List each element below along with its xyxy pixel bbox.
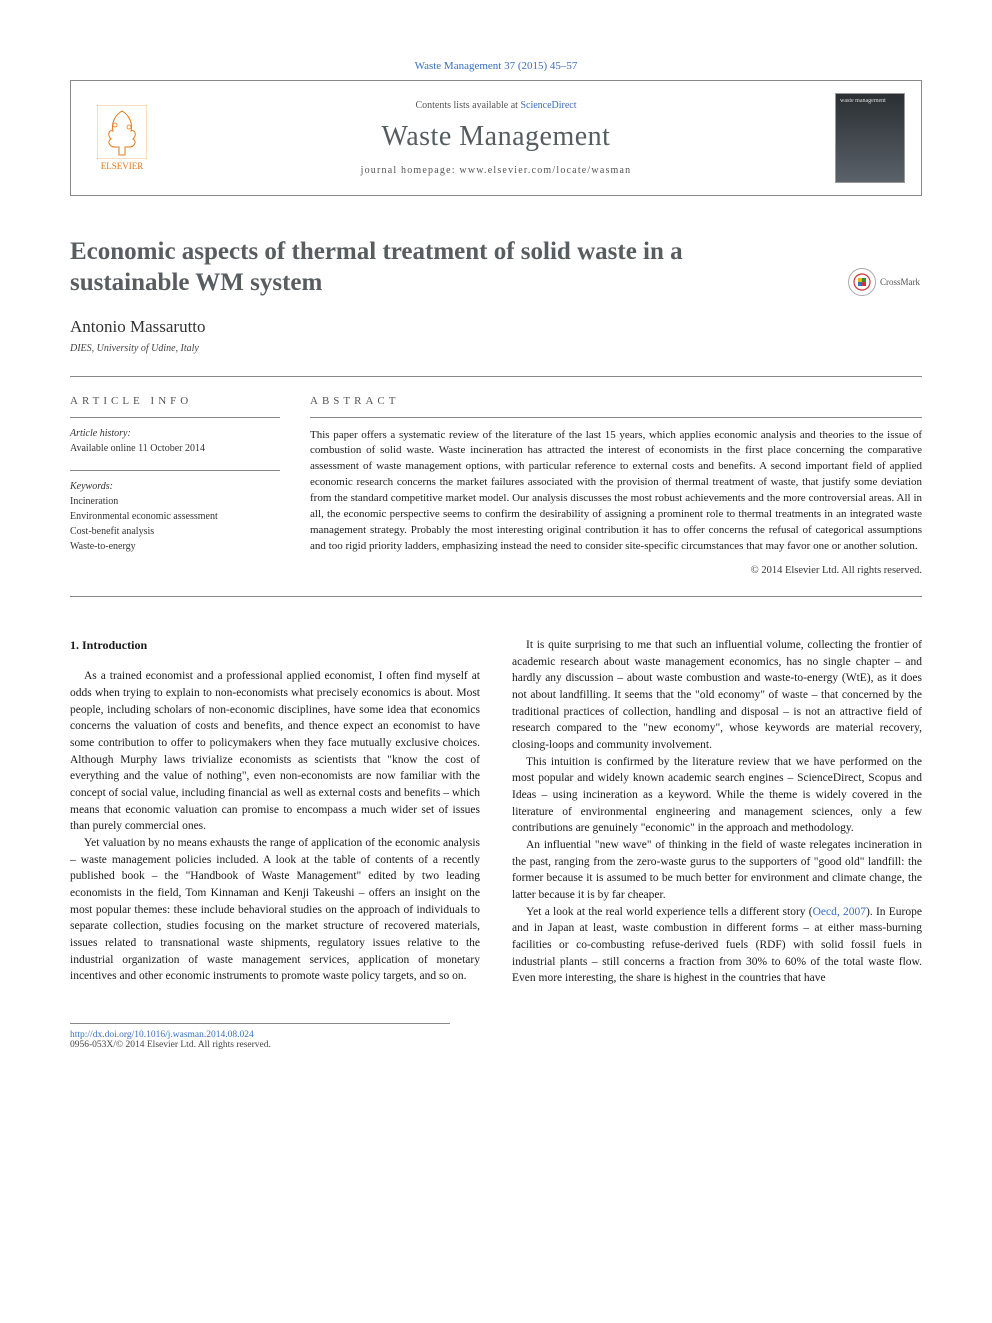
body-paragraph: This intuition is confirmed by the liter… — [512, 754, 922, 837]
journal-header: ELSEVIER Contents lists available at Sci… — [70, 80, 922, 196]
body-text: Yet a look at the real world experience … — [526, 906, 813, 918]
publisher-logo: ELSEVIER — [87, 98, 157, 178]
history-value: Available online 11 October 2014 — [70, 441, 280, 456]
article-info-heading: article info — [70, 395, 280, 407]
abstract-column: abstract This paper offers a systematic … — [310, 395, 922, 577]
keyword: Incineration — [70, 494, 280, 509]
body-paragraph: Yet valuation by no means exhausts the r… — [70, 835, 480, 985]
abstract-heading: abstract — [310, 395, 922, 407]
keyword: Cost-benefit analysis — [70, 524, 280, 539]
body-paragraph: As a trained economist and a professiona… — [70, 668, 480, 835]
contents-prefix: Contents lists available at — [415, 100, 520, 111]
contents-line: Contents lists available at ScienceDirec… — [177, 100, 815, 111]
keywords-block: Keywords: Incineration Environmental eco… — [70, 470, 280, 554]
keyword: Waste-to-energy — [70, 539, 280, 554]
doi-link[interactable]: http://dx.doi.org/10.1016/j.wasman.2014.… — [70, 1030, 254, 1040]
crossmark-icon — [848, 268, 876, 296]
article-info-column: article info Article history: Available … — [70, 395, 280, 577]
publisher-name: ELSEVIER — [101, 161, 144, 171]
author-affiliation: DIES, University of Udine, Italy — [70, 343, 922, 354]
article-title: Economic aspects of thermal treatment of… — [70, 236, 790, 299]
divider — [70, 596, 922, 597]
sciencedirect-link[interactable]: ScienceDirect — [520, 100, 576, 111]
abstract-copyright: © 2014 Elsevier Ltd. All rights reserved… — [310, 565, 922, 576]
journal-citation: Waste Management 37 (2015) 45–57 — [70, 60, 922, 72]
crossmark-badge[interactable]: CrossMark — [848, 268, 920, 296]
header-center: Contents lists available at ScienceDirec… — [157, 100, 835, 176]
journal-name: Waste Management — [177, 121, 815, 153]
article-info-row: article info Article history: Available … — [70, 395, 922, 577]
body-column-left: 1. Introduction As a trained economist a… — [70, 637, 480, 987]
body-columns: 1. Introduction As a trained economist a… — [70, 637, 922, 987]
crossmark-label: CrossMark — [880, 277, 920, 287]
abstract-text: This paper offers a systematic review of… — [310, 417, 922, 556]
keyword: Environmental economic assessment — [70, 509, 280, 524]
body-paragraph: It is quite surprising to me that such a… — [512, 637, 922, 754]
keywords-label: Keywords: — [70, 479, 280, 494]
history-label: Article history: — [70, 426, 280, 441]
elsevier-tree-icon — [97, 105, 147, 159]
page-footer: http://dx.doi.org/10.1016/j.wasman.2014.… — [70, 1023, 450, 1050]
journal-homepage: journal homepage: www.elsevier.com/locat… — [177, 165, 815, 176]
citation-link[interactable]: Oecd, 2007 — [813, 906, 866, 918]
body-paragraph: Yet a look at the real world experience … — [512, 904, 922, 987]
body-paragraph: An influential "new wave" of thinking in… — [512, 837, 922, 904]
body-column-right: It is quite surprising to me that such a… — [512, 637, 922, 987]
divider — [70, 376, 922, 377]
author-name: Antonio Massarutto — [70, 317, 922, 337]
article-history: Article history: Available online 11 Oct… — [70, 417, 280, 456]
journal-cover-thumbnail: waste management — [835, 93, 905, 183]
section-heading: 1. Introduction — [70, 637, 480, 654]
issn-copyright: 0956-053X/© 2014 Elsevier Ltd. All right… — [70, 1040, 271, 1050]
